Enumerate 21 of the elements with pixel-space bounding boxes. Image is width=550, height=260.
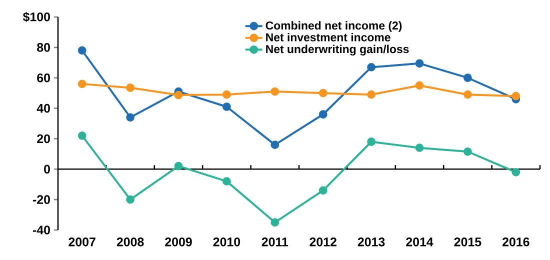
x-tick-label: 2016 (502, 238, 530, 246)
legend-label: Net underwriting gain/loss (266, 44, 409, 56)
y-tick-label: -40 (32, 226, 50, 234)
x-tick-label: 2008 (116, 238, 144, 246)
x-tick-label: 2009 (165, 238, 192, 246)
x-tick-label: 2011 (262, 238, 288, 246)
legend-label: Combined net income (2) (266, 21, 402, 32)
y-tick-label: 80 (37, 43, 50, 52)
y-tick-label: 40 (36, 104, 50, 113)
x-tick-label: 2014 (406, 238, 434, 246)
y-tick-label: 20 (37, 134, 50, 144)
x-tick-label: 2010 (213, 238, 240, 246)
y-tick-label: 0 (44, 164, 50, 174)
y-tick-label: -20 (32, 195, 50, 204)
y-tick-label: 60 (37, 73, 50, 82)
x-tick-label: 2015 (454, 238, 482, 246)
x-tick-label: 2007 (68, 238, 96, 246)
y-tick-label: $100 (22, 12, 50, 22)
x-tick-label: 2013 (358, 238, 385, 246)
x-tick-label: 2012 (310, 238, 336, 246)
legend-label: Net investment income (266, 32, 390, 42)
